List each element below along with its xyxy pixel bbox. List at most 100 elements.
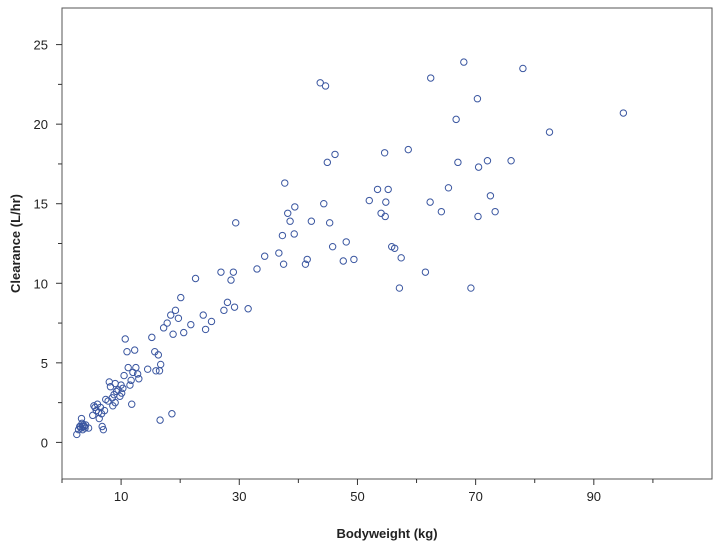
data-point bbox=[382, 198, 390, 206]
y-tick-label: 20 bbox=[34, 117, 48, 132]
data-point bbox=[323, 158, 332, 167]
data-point bbox=[98, 422, 106, 431]
data-point bbox=[121, 335, 129, 343]
data-point bbox=[220, 306, 228, 315]
data-point bbox=[373, 185, 382, 194]
data-point bbox=[120, 371, 128, 380]
data-point bbox=[100, 406, 109, 415]
data-point bbox=[156, 360, 165, 369]
x-tick-label: 90 bbox=[587, 489, 601, 504]
data-point bbox=[467, 284, 475, 292]
data-point bbox=[143, 365, 152, 373]
data-point bbox=[545, 128, 554, 136]
data-point bbox=[229, 268, 238, 276]
data-point bbox=[89, 411, 97, 420]
data-point bbox=[84, 424, 93, 432]
data-point bbox=[117, 389, 126, 397]
data-point bbox=[474, 163, 483, 171]
data-point bbox=[130, 346, 139, 354]
data-point bbox=[111, 398, 119, 407]
y-tick-label: 15 bbox=[34, 197, 48, 212]
data-point bbox=[81, 424, 89, 432]
data-point bbox=[365, 196, 373, 205]
x-tick-label: 50 bbox=[350, 489, 364, 504]
data-point bbox=[217, 268, 225, 276]
data-point bbox=[127, 376, 135, 385]
data-point bbox=[148, 333, 156, 342]
data-point bbox=[491, 207, 499, 216]
data-point bbox=[397, 254, 405, 262]
data-point bbox=[278, 231, 287, 240]
data-point bbox=[473, 94, 482, 103]
data-point bbox=[154, 351, 163, 359]
data-point bbox=[201, 325, 210, 334]
x-tick-label: 30 bbox=[232, 489, 246, 504]
data-point bbox=[199, 311, 207, 319]
data-point bbox=[303, 255, 311, 264]
x-tick-label: 70 bbox=[468, 489, 482, 504]
data-point bbox=[128, 400, 136, 408]
data-point bbox=[279, 260, 288, 268]
data-point bbox=[328, 242, 337, 251]
data-point bbox=[123, 348, 131, 356]
data-point bbox=[230, 303, 239, 311]
data-point bbox=[321, 82, 330, 90]
data-point bbox=[152, 367, 160, 375]
data-point bbox=[207, 317, 216, 326]
data-point bbox=[619, 109, 628, 117]
data-point bbox=[112, 387, 121, 396]
data-point bbox=[316, 79, 324, 87]
data-point bbox=[180, 328, 188, 337]
data-point bbox=[135, 375, 143, 383]
data-point bbox=[99, 425, 108, 434]
data-point bbox=[124, 363, 132, 372]
data-point bbox=[227, 276, 235, 284]
data-point bbox=[126, 381, 134, 389]
data-point bbox=[223, 298, 232, 307]
data-point bbox=[421, 268, 430, 276]
data-point bbox=[191, 274, 200, 283]
data-point bbox=[281, 179, 289, 187]
data-point bbox=[377, 209, 385, 217]
data-point bbox=[320, 200, 328, 208]
data-point bbox=[384, 185, 392, 194]
data-point bbox=[307, 217, 316, 225]
y-tick-label: 0 bbox=[41, 435, 48, 450]
data-point bbox=[290, 230, 298, 238]
y-axis-title: Clearance (L/hr) bbox=[8, 194, 23, 293]
data-point bbox=[404, 145, 412, 154]
data-point bbox=[454, 158, 462, 167]
data-point bbox=[325, 219, 334, 227]
y-axis-ticks: 0 5 10 15 20 25 bbox=[34, 38, 62, 450]
data-point bbox=[187, 320, 195, 329]
data-point bbox=[437, 207, 446, 216]
data-point bbox=[132, 363, 140, 372]
data-point bbox=[174, 314, 183, 322]
data-point bbox=[426, 198, 434, 206]
data-point bbox=[156, 416, 164, 424]
data-point bbox=[486, 192, 495, 200]
data-point bbox=[519, 64, 527, 73]
data-point bbox=[133, 370, 142, 378]
plot-border bbox=[61, 7, 713, 480]
data-point bbox=[444, 184, 453, 192]
data-point bbox=[232, 219, 240, 227]
data-point bbox=[331, 150, 339, 159]
data-point bbox=[275, 249, 283, 257]
data-point bbox=[339, 257, 347, 265]
data-point bbox=[291, 203, 299, 211]
data-point bbox=[350, 255, 358, 264]
data-point bbox=[171, 306, 180, 315]
data-points bbox=[73, 58, 628, 439]
data-point bbox=[159, 324, 168, 332]
data-point bbox=[119, 384, 127, 393]
data-point bbox=[163, 319, 171, 327]
data-point bbox=[260, 252, 269, 260]
x-tick-label: 10 bbox=[114, 489, 128, 504]
y-tick-label: 10 bbox=[34, 276, 48, 291]
data-point bbox=[381, 212, 389, 221]
data-point bbox=[342, 238, 350, 246]
data-point bbox=[390, 244, 399, 252]
data-point bbox=[507, 157, 515, 165]
